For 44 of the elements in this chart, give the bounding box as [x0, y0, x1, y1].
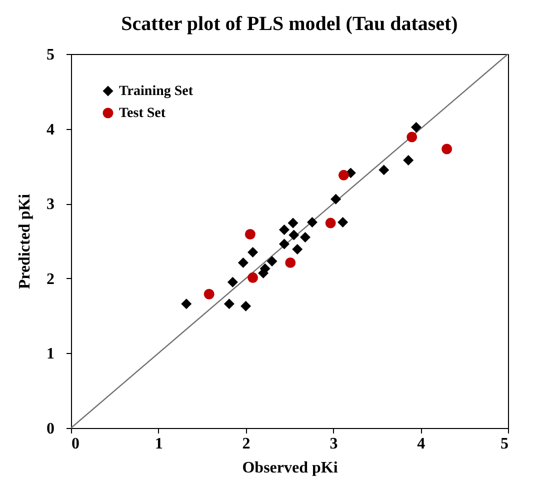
y-tick-label: 4 [46, 121, 54, 138]
point [410, 122, 422, 133]
point [181, 298, 192, 310]
x-tick-label: 4 [417, 436, 426, 452]
point [248, 272, 258, 283]
point [227, 276, 238, 288]
x-tick-label: 5 [500, 436, 508, 452]
point [248, 246, 258, 258]
chart-title: Scatter plot of PLS model (Tau dataset) [121, 13, 458, 35]
point [338, 170, 349, 180]
point [238, 257, 248, 268]
point [378, 164, 390, 176]
y-axis-title: Predicted pKi [16, 193, 34, 290]
point [240, 300, 252, 312]
point [279, 238, 290, 250]
y-tick-label: 5 [46, 46, 54, 64]
point [224, 298, 234, 310]
x-tick-label: 3 [330, 436, 338, 452]
point [288, 218, 298, 228]
legend-label: Training Set [119, 84, 194, 99]
legend-label: Test Set [119, 106, 166, 121]
point [338, 217, 348, 228]
point [300, 232, 310, 243]
x-axis-title: Observed pKi [242, 460, 338, 476]
point [330, 194, 342, 204]
point [279, 224, 290, 236]
point [285, 257, 296, 268]
x-tick-label: 1 [154, 436, 163, 452]
point [403, 154, 414, 166]
y-tick-label: 1 [46, 346, 54, 363]
point [204, 288, 214, 300]
y-tick-label: 3 [46, 196, 54, 214]
point [306, 217, 318, 228]
point [325, 218, 336, 228]
x-tick-label: 0 [72, 436, 80, 452]
x-tick-label: 2 [242, 436, 250, 452]
point [288, 230, 300, 240]
y-tick-label: 2 [46, 270, 54, 288]
point [244, 229, 256, 240]
y-tick-label: 0 [46, 420, 54, 438]
point [266, 256, 278, 266]
point [442, 144, 452, 154]
point [406, 132, 418, 142]
point [292, 244, 303, 254]
